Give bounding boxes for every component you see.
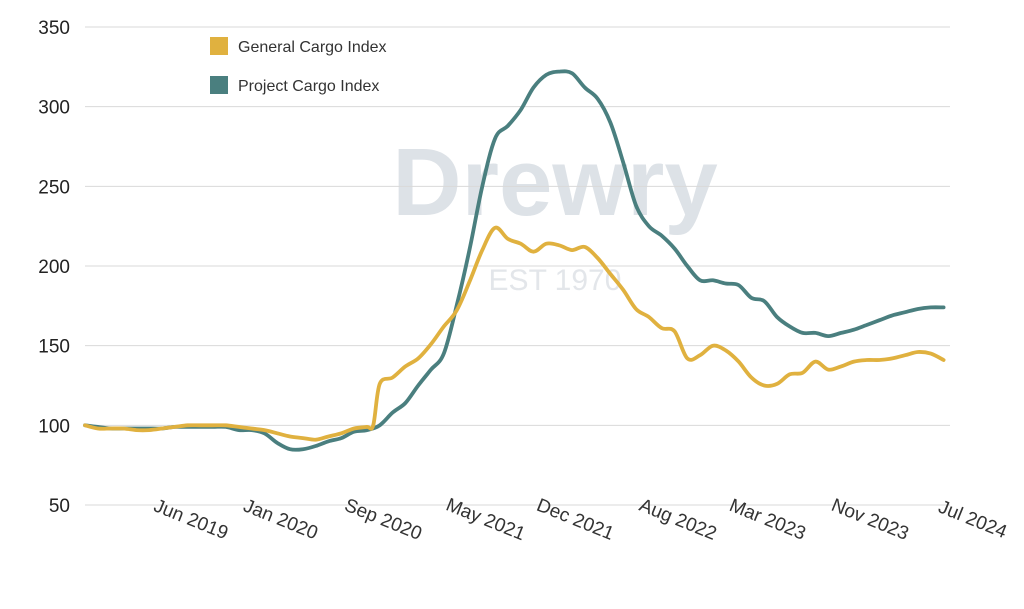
general-cargo-index-line xyxy=(83,225,946,442)
series-lines xyxy=(83,69,946,452)
y-axis: 50 100 150 200 250 300 350 xyxy=(38,18,70,517)
x-tick-label: Jun 2019 xyxy=(151,496,231,545)
y-tick-label: 50 xyxy=(49,496,70,517)
x-tick-label: Mar 2023 xyxy=(726,495,808,545)
legend-label: Project Cargo Index xyxy=(238,78,379,95)
x-tick-label: Jul 2024 xyxy=(935,497,1010,544)
x-tick-label: Aug 2022 xyxy=(636,495,719,545)
y-tick-label: 100 xyxy=(38,416,70,437)
x-tick-label: Nov 2023 xyxy=(828,495,911,545)
legend: General Cargo Index Project Cargo Index xyxy=(210,37,387,95)
legend-swatch xyxy=(210,76,228,94)
x-tick-label: Sep 2020 xyxy=(341,495,424,545)
drewry-watermark: Drewry EST 1970 xyxy=(392,129,718,297)
x-tick-label: Jan 2020 xyxy=(240,496,320,545)
grid-lines xyxy=(85,26,950,506)
y-tick-label: 350 xyxy=(38,18,70,39)
watermark-subtitle: EST 1970 xyxy=(489,264,622,297)
watermark-title: Drewry xyxy=(392,129,718,236)
y-tick-label: 300 xyxy=(38,98,70,119)
y-tick-label: 200 xyxy=(38,257,70,278)
x-tick-label: Dec 2021 xyxy=(534,495,617,545)
legend-swatch xyxy=(210,37,228,55)
y-tick-label: 250 xyxy=(38,177,70,198)
x-tick-label: May 2021 xyxy=(443,495,528,546)
x-axis: Jun 2019 Jan 2020 Sep 2020 May 2021 Dec 2021… xyxy=(151,495,1011,546)
y-tick-label: 150 xyxy=(38,337,70,358)
legend-label: General Cargo Index xyxy=(238,39,387,56)
